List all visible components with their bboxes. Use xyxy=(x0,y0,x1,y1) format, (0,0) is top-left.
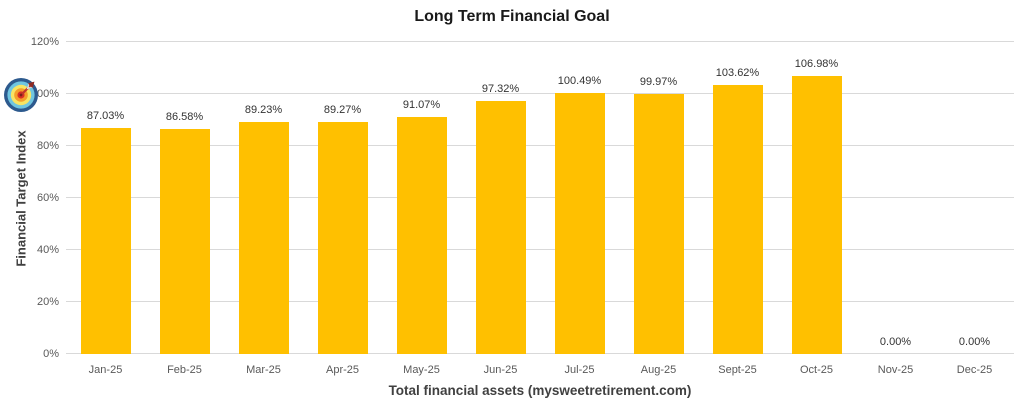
gridline xyxy=(66,353,1014,354)
x-axis-title: Total financial assets (mysweetretiremen… xyxy=(388,383,692,398)
x-axis-tick-labels: Jan-25 Feb-25 Mar-25 Apr-25 May-25 Jun-25 Jul-… xyxy=(66,355,1014,376)
bars-row: 87.03% 86.58% 89.23% 89.27% 91.07% 97.32% 100.… xyxy=(66,42,1014,354)
y-tick-label: 120% xyxy=(30,36,59,48)
y-axis-tick-labels: 0% 20% 40% 60% 80% 100% 120% xyxy=(0,36,59,360)
x-tick-label: Jul-25 xyxy=(564,364,595,376)
bar-Feb-25 xyxy=(159,128,210,354)
bar-value-label: 0.00% xyxy=(879,336,912,348)
x-tick-label: Nov-25 xyxy=(877,364,914,376)
bar-slot: 89.23% xyxy=(224,42,303,354)
x-tick-label: Oct-25 xyxy=(799,364,833,376)
gridline xyxy=(66,301,1014,302)
bar-slot: 0.00% xyxy=(856,42,935,354)
x-tick-label: Jan-25 xyxy=(88,364,123,376)
bar-slot: 100.49% xyxy=(540,42,619,354)
bar-slot: 91.07% xyxy=(382,42,461,354)
bar-value-label: 106.98% xyxy=(794,57,839,70)
x-tick-label: May-25 xyxy=(403,364,440,376)
bar-slot: 99.97% xyxy=(619,42,698,354)
bar-value-label: 103.62% xyxy=(715,66,760,79)
bar-May-25 xyxy=(396,117,447,354)
plot-area: 87.03% 86.58% 89.23% 89.27% 91.07% 97.32% 100.… xyxy=(66,41,1014,354)
bar-slot: 0.00% xyxy=(935,42,1014,354)
x-tick-label: Jun-25 xyxy=(483,364,518,376)
bar-slot: 97.32% xyxy=(461,42,540,354)
x-tick-label: Dec-25 xyxy=(956,364,993,376)
bar-value-label: 89.23% xyxy=(244,104,283,117)
bar-slot: 89.27% xyxy=(303,42,382,354)
gridline xyxy=(66,197,1014,198)
bar-value-label: 91.07% xyxy=(402,99,441,112)
y-tick-label: 40% xyxy=(36,244,59,256)
y-tick-label: 80% xyxy=(36,140,59,152)
gridline xyxy=(66,41,1014,42)
y-tick-label: 60% xyxy=(36,192,59,204)
x-tick-label: Apr-25 xyxy=(325,364,360,376)
x-tick-label: Feb-25 xyxy=(167,364,202,376)
y-tick-label: 20% xyxy=(36,296,59,308)
y-tick-label: 0% xyxy=(43,348,59,360)
bar-value-label: 100.49% xyxy=(557,74,602,87)
bar-slot: 103.62% xyxy=(698,42,777,354)
gridline xyxy=(66,145,1014,146)
y-tick-label: 100% xyxy=(30,88,59,100)
gridline xyxy=(66,249,1014,250)
bar-slot: 106.98% xyxy=(777,42,856,354)
chart-title: Long Term Financial Goal xyxy=(414,8,610,25)
bar-Mar-25 xyxy=(238,122,289,354)
bar-value-label: 0.00% xyxy=(958,336,991,348)
bar-Jun-25 xyxy=(475,100,526,354)
bar-Sept-25 xyxy=(712,84,763,354)
bar-Aug-25 xyxy=(633,94,684,354)
bar-value-label: 99.97% xyxy=(639,76,678,89)
bar-slot: 87.03% xyxy=(66,42,145,354)
bar-Jan-25 xyxy=(80,127,131,354)
target-icon xyxy=(2,75,40,113)
bar-Jul-25 xyxy=(554,92,605,354)
bar-value-label: 86.58% xyxy=(165,110,204,123)
gridline xyxy=(66,93,1014,94)
bar-Oct-25 xyxy=(791,75,842,354)
x-tick-label: Aug-25 xyxy=(640,364,677,376)
bar-slot: 86.58% xyxy=(145,42,224,354)
x-tick-label: Mar-25 xyxy=(246,364,281,376)
bar-value-label: 89.27% xyxy=(323,103,362,116)
bar-value-label: 97.32% xyxy=(481,82,520,95)
bar-value-label: 87.03% xyxy=(86,109,125,122)
bar-Apr-25 xyxy=(317,121,368,354)
x-tick-label: Sept-25 xyxy=(718,364,757,376)
